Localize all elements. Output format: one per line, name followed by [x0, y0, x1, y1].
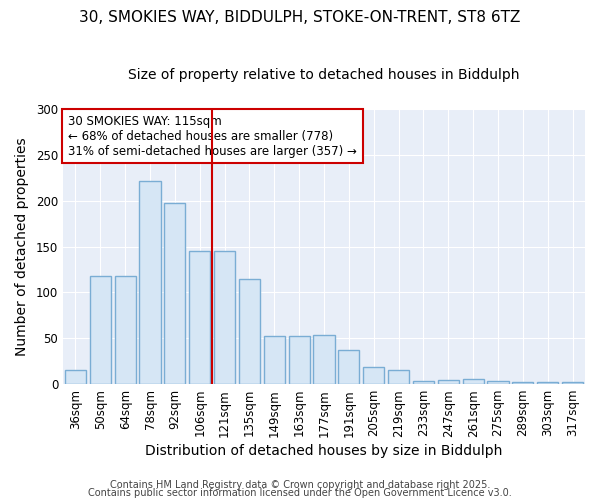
Bar: [438, 380, 459, 384]
Bar: [537, 382, 558, 384]
Text: 30 SMOKIES WAY: 115sqm
← 68% of detached houses are smaller (778)
31% of semi-de: 30 SMOKIES WAY: 115sqm ← 68% of detached…: [68, 114, 357, 158]
Bar: [164, 202, 185, 384]
Bar: [313, 336, 335, 384]
Bar: [413, 382, 434, 384]
Bar: [388, 370, 409, 384]
Bar: [214, 251, 235, 384]
Bar: [90, 276, 111, 384]
Bar: [487, 382, 509, 384]
Bar: [289, 336, 310, 384]
Text: Contains HM Land Registry data © Crown copyright and database right 2025.: Contains HM Land Registry data © Crown c…: [110, 480, 490, 490]
Bar: [115, 276, 136, 384]
Text: Contains public sector information licensed under the Open Government Licence v3: Contains public sector information licen…: [88, 488, 512, 498]
Bar: [562, 382, 583, 384]
Bar: [239, 278, 260, 384]
Title: Size of property relative to detached houses in Biddulph: Size of property relative to detached ho…: [128, 68, 520, 82]
Y-axis label: Number of detached properties: Number of detached properties: [15, 137, 29, 356]
Bar: [139, 180, 161, 384]
Bar: [264, 336, 285, 384]
Bar: [189, 251, 211, 384]
X-axis label: Distribution of detached houses by size in Biddulph: Distribution of detached houses by size …: [145, 444, 503, 458]
Bar: [512, 382, 533, 384]
Bar: [363, 366, 384, 384]
Bar: [338, 350, 359, 384]
Bar: [463, 378, 484, 384]
Bar: [65, 370, 86, 384]
Text: 30, SMOKIES WAY, BIDDULPH, STOKE-ON-TRENT, ST8 6TZ: 30, SMOKIES WAY, BIDDULPH, STOKE-ON-TREN…: [79, 10, 521, 25]
